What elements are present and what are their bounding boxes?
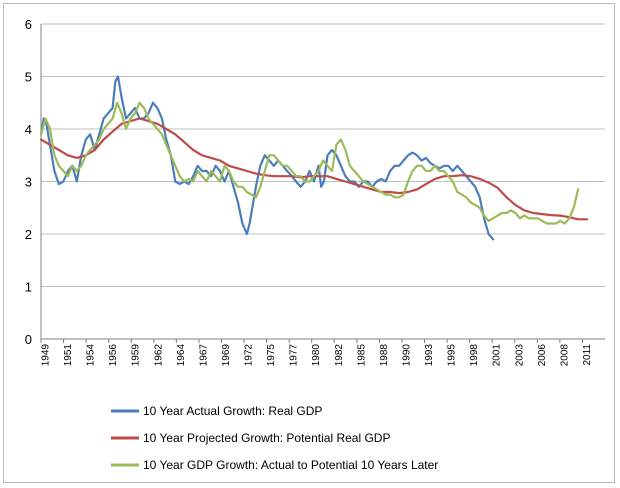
- x-tick-label: 1956: [108, 344, 119, 367]
- x-tick-label: 2003: [514, 344, 525, 367]
- x-tick-label: 1972: [244, 344, 255, 367]
- x-tick-label: 1969: [221, 344, 232, 367]
- x-tick-label: 1990: [401, 344, 412, 367]
- y-tick-label: 6: [25, 17, 32, 32]
- x-tick-label: 1964: [176, 344, 187, 367]
- x-tick-label: 1977: [289, 344, 300, 367]
- x-tick-label: 2008: [559, 344, 570, 367]
- chart-frame: 0 1 2 3 4 5 6 1949 1951 1954 1956 1959 1962 1964 1967…: [3, 3, 615, 483]
- line-chart: 0 1 2 3 4 5 6 1949 1951 1954 1956 1959 1962 1964 1967…: [25, 17, 605, 472]
- x-tick-label: 1951: [63, 344, 74, 367]
- x-tick-label: 1975: [266, 344, 277, 367]
- x-tick-label: 1980: [311, 344, 322, 367]
- x-tick-label: 2001: [492, 344, 503, 367]
- legend: 10 Year Actual Growth: Real GDP 10 Year P…: [111, 404, 438, 472]
- x-tick-label: 1959: [131, 344, 142, 367]
- y-tick-label: 2: [25, 227, 32, 242]
- x-tick-label: 2011: [582, 344, 593, 366]
- series-line-3: [39, 101, 580, 225]
- x-tick-label: 1985: [356, 344, 367, 367]
- x-tick-label: 1998: [469, 344, 480, 367]
- x-tick-label: 1949: [41, 344, 52, 367]
- y-tick-label: 1: [25, 280, 32, 295]
- x-tick-label: 1967: [198, 344, 209, 367]
- series-lines: [39, 75, 589, 241]
- series-line-1: [39, 75, 495, 241]
- x-tick-label: 1995: [447, 344, 458, 367]
- axes: [40, 24, 605, 343]
- y-tick-label: 5: [25, 70, 32, 85]
- series-line-2: [39, 117, 589, 221]
- x-tick-label: 2006: [537, 344, 548, 367]
- x-tick-label: 1988: [379, 344, 390, 367]
- legend-label: 10 Year Projected Growth: Potential Real…: [143, 431, 390, 445]
- legend-label: 10 Year Actual Growth: Real GDP: [143, 404, 322, 418]
- x-tick-label: 1993: [424, 344, 435, 367]
- y-tick-label: 4: [25, 122, 32, 137]
- y-tick-label: 0: [25, 332, 32, 347]
- x-tick-label: 1954: [86, 344, 97, 367]
- legend-label: 10 Year GDP Growth: Actual to Potential …: [143, 458, 438, 472]
- y-tick-label: 3: [25, 175, 32, 190]
- gridlines: [41, 23, 605, 287]
- x-tick-label: 1982: [334, 344, 345, 367]
- y-tick-labels: 0 1 2 3 4 5 6: [25, 17, 32, 347]
- x-tick-label: 1962: [153, 344, 164, 367]
- x-tick-labels: 1949 1951 1954 1956 1959 1962 1964 1967 1969 1972…: [41, 344, 593, 367]
